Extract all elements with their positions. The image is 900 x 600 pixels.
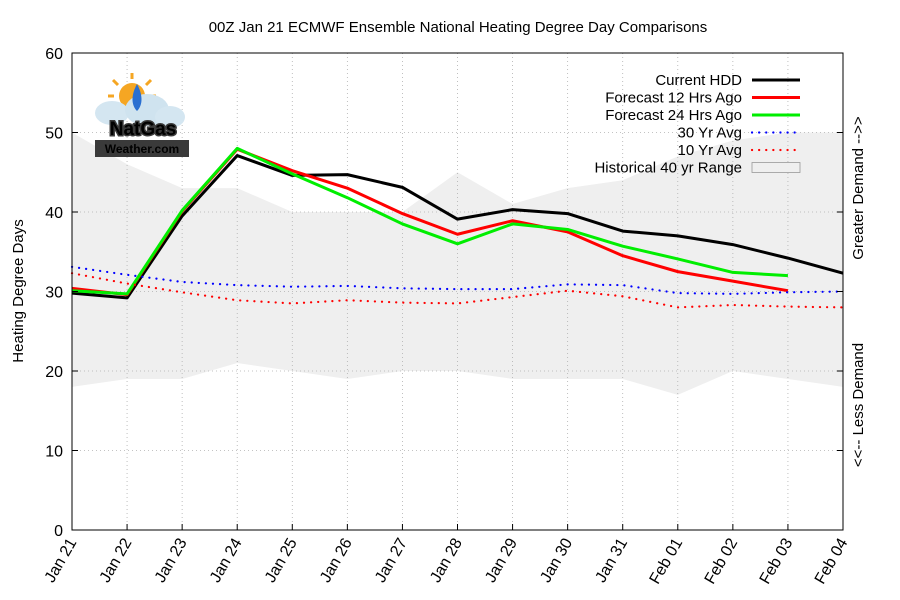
- x-tick-label: Jan 21: [42, 535, 81, 585]
- x-tick-label: Feb 04: [812, 535, 852, 587]
- x-tick-label: Jan 22: [97, 535, 136, 585]
- y-tick-label: 0: [54, 523, 63, 540]
- x-tick-label: Jan 24: [207, 535, 246, 585]
- natgas-weather-logo: NatGas Weather.com: [95, 73, 189, 157]
- x-tick-label: Jan 25: [262, 535, 301, 585]
- legend-label: Current HDD: [655, 72, 742, 89]
- x-tick-label: Feb 01: [647, 535, 687, 587]
- legend-label: 30 Yr Avg: [678, 125, 743, 142]
- legend-swatch: [751, 162, 801, 173]
- x-tick-label: Jan 28: [427, 535, 466, 585]
- legend-label: Forecast 12 Hrs Ago: [605, 90, 742, 107]
- right-label-top: Greater Demand -->>: [850, 116, 867, 260]
- y-tick-label: 20: [45, 364, 63, 381]
- legend-label: Historical 40 yr Range: [594, 160, 742, 177]
- series-line-10-yr-avg: [70, 272, 845, 309]
- chart-title: 00Z Jan 21 ECMWF Ensemble National Heati…: [209, 19, 708, 36]
- x-tick-label: Jan 30: [537, 535, 576, 585]
- historical-range-band: [72, 132, 843, 395]
- x-tick-label: Jan 29: [482, 535, 521, 585]
- y-axis-label: Heating Degree Days: [10, 219, 27, 362]
- x-tick-label: Jan 31: [592, 535, 631, 585]
- y-tick-label: 60: [45, 46, 63, 63]
- logo-line1: NatGas: [110, 119, 177, 140]
- y-tick-label: 30: [45, 285, 63, 302]
- x-tick-label: Jan 27: [372, 535, 411, 585]
- x-tick-label: Feb 03: [757, 535, 797, 587]
- y-tick-label: 50: [45, 126, 63, 143]
- series-line-forecast-24-hrs-ago: [71, 146, 789, 296]
- y-tick-label: 10: [45, 444, 63, 461]
- right-label-bottom: <<-- Less Demand: [850, 343, 867, 467]
- x-tick-label: Jan 26: [317, 535, 356, 585]
- x-tick-label: Jan 23: [152, 535, 191, 585]
- x-tick-label: Feb 02: [702, 535, 742, 587]
- logo-line2: Weather.com: [105, 142, 179, 156]
- legend-label: 10 Yr Avg: [678, 142, 743, 159]
- flame-icon: [132, 84, 142, 111]
- y-tick-label: 40: [45, 205, 63, 222]
- legend-label: Forecast 24 Hrs Ago: [605, 107, 742, 124]
- series-line-current-hdd: [71, 154, 844, 300]
